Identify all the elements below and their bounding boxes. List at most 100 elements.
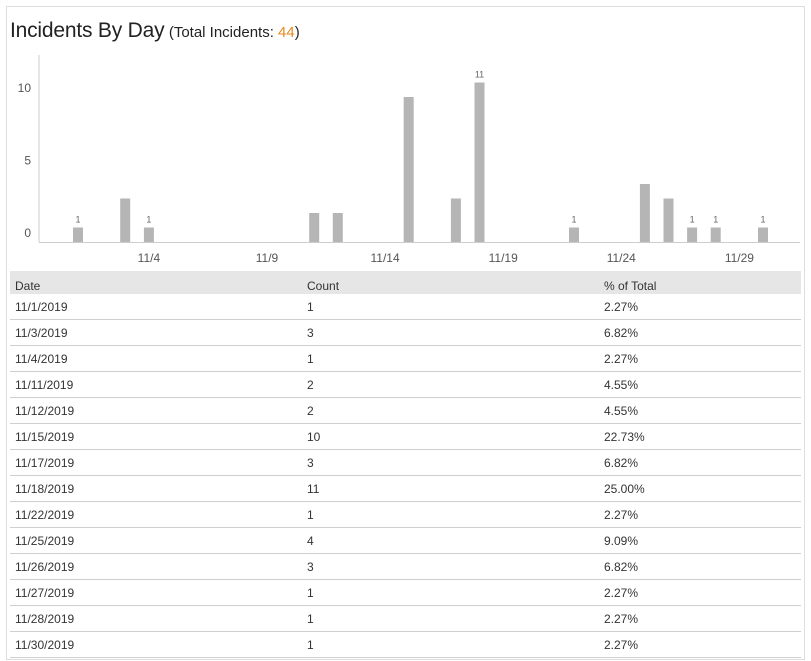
cell-date: 11/11/2019	[10, 371, 302, 398]
cell-date: 11/25/2019	[10, 527, 302, 554]
incidents-table: Date Count % of Total 11/1/2019 1 2.27% 11/…	[10, 271, 801, 658]
y-tick-label: 5	[24, 154, 31, 168]
x-tick-label: 11/19	[489, 251, 518, 265]
x-tick-label: 11/24	[607, 251, 636, 265]
cell-percent: 2.27%	[599, 631, 801, 658]
cell-count: 1	[302, 605, 599, 632]
page-title: Incidents By Day (Total Incidents: 44)	[10, 19, 300, 43]
bar-value-label: 1	[75, 215, 80, 225]
table-row: 11/27/2019 1 2.27%	[10, 579, 801, 606]
cell-count: 1	[302, 631, 599, 658]
cell-count: 1	[302, 579, 599, 606]
cell-date: 11/4/2019	[10, 345, 302, 372]
bar-value-label: 1	[571, 215, 576, 225]
subtitle-suffix: )	[294, 24, 300, 41]
bar-7	[474, 82, 485, 242]
column-header-count[interactable]: Count	[302, 271, 599, 294]
bar-8	[569, 227, 579, 242]
table-row: 11/26/2019 3 6.82%	[10, 553, 801, 580]
bar-5	[403, 97, 414, 242]
cell-date: 11/28/2019	[10, 605, 302, 632]
table-row: 11/4/2019 1 2.27%	[10, 345, 801, 372]
cell-date: 11/3/2019	[10, 319, 302, 346]
cell-date: 11/27/2019	[10, 579, 302, 606]
cell-count: 4	[302, 527, 599, 554]
cell-percent: 4.55%	[599, 397, 801, 424]
table-header-row: Date Count % of Total	[10, 271, 801, 294]
cell-date: 11/12/2019	[10, 397, 302, 424]
column-header-date[interactable]: Date	[10, 271, 302, 294]
table-row: 11/1/2019 1 2.27%	[10, 294, 801, 320]
chart-axes	[38, 55, 800, 243]
table-body: 11/1/2019 1 2.27% 11/3/2019 3 6.82% 11/4/2019 1…	[10, 294, 801, 658]
cell-percent: 25.00%	[599, 475, 801, 502]
table-row: 11/3/2019 3 6.82%	[10, 319, 801, 346]
x-tick-label: 11/29	[725, 251, 754, 265]
chart-y-ticks: 0 5 10	[18, 81, 32, 240]
cell-percent: 2.27%	[599, 579, 801, 606]
subtitle-prefix: (Total Incidents:	[168, 24, 279, 41]
bar-3	[309, 213, 320, 242]
bar-9	[639, 184, 650, 242]
table-row: 11/17/2019 3 6.82%	[10, 449, 801, 476]
y-tick-label: 0	[24, 226, 31, 240]
cell-percent: 6.82%	[599, 449, 801, 476]
cell-date: 11/15/2019	[10, 423, 302, 450]
cell-count: 10	[302, 423, 599, 450]
cell-date: 11/30/2019	[10, 631, 302, 658]
y-tick-label: 10	[18, 81, 32, 95]
bar-4	[332, 213, 343, 242]
table-row: 11/22/2019 1 2.27%	[10, 501, 801, 528]
bar-11	[687, 227, 698, 242]
bar-12	[710, 227, 721, 242]
cell-percent: 4.55%	[599, 371, 801, 398]
table-row: 11/30/2019 1 2.27%	[10, 631, 801, 658]
cell-percent: 22.73%	[599, 423, 801, 450]
bar-1	[120, 198, 131, 242]
total-incidents-label: (Total Incidents: 44)	[169, 24, 300, 41]
cell-date: 11/26/2019	[10, 553, 302, 580]
total-incidents-count: 44	[278, 24, 295, 41]
bar-0	[73, 227, 83, 242]
bar-value-label: 1	[760, 215, 765, 225]
bar-6	[450, 198, 461, 242]
cell-percent: 2.27%	[599, 345, 801, 372]
cell-count: 1	[302, 345, 599, 372]
bar-13	[758, 227, 768, 242]
bar-value-label: 11	[475, 70, 484, 80]
x-tick-label: 11/14	[371, 251, 400, 265]
cell-count: 2	[302, 371, 599, 398]
chart-x-ticks: 11/4 11/9 11/14 11/19 11/24 11/29	[138, 251, 755, 265]
table-row: 11/11/2019 2 4.55%	[10, 371, 801, 398]
cell-percent: 9.09%	[599, 527, 801, 554]
table-row: 11/28/2019 1 2.27%	[10, 605, 801, 632]
bar-2	[143, 227, 154, 242]
cell-date: 11/22/2019	[10, 501, 302, 528]
x-tick-label: 11/9	[256, 251, 279, 265]
cell-percent: 6.82%	[599, 553, 801, 580]
cell-count: 2	[302, 397, 599, 424]
chart-title: Incidents By Day	[10, 19, 165, 42]
cell-count: 1	[302, 294, 599, 320]
table-row: 11/25/2019 4 9.09%	[10, 527, 801, 554]
cell-percent: 6.82%	[599, 319, 801, 346]
table-row: 11/12/2019 2 4.55%	[10, 397, 801, 424]
cell-count: 3	[302, 553, 599, 580]
table-row: 11/15/2019 10 22.73%	[10, 423, 801, 450]
cell-count: 1	[302, 501, 599, 528]
cell-percent: 2.27%	[599, 605, 801, 632]
cell-percent: 2.27%	[599, 294, 801, 320]
column-header-percent[interactable]: % of Total	[599, 271, 801, 294]
cell-date: 11/1/2019	[10, 294, 302, 320]
x-tick-label: 11/4	[138, 251, 161, 265]
cell-count: 3	[302, 449, 599, 476]
bar-value-label: 1	[146, 215, 151, 225]
bar-10	[663, 198, 674, 242]
cell-count: 3	[302, 319, 599, 346]
cell-percent: 2.27%	[599, 501, 801, 528]
cell-date: 11/17/2019	[10, 449, 302, 476]
cell-count: 11	[302, 475, 599, 502]
cell-date: 11/18/2019	[10, 475, 302, 502]
